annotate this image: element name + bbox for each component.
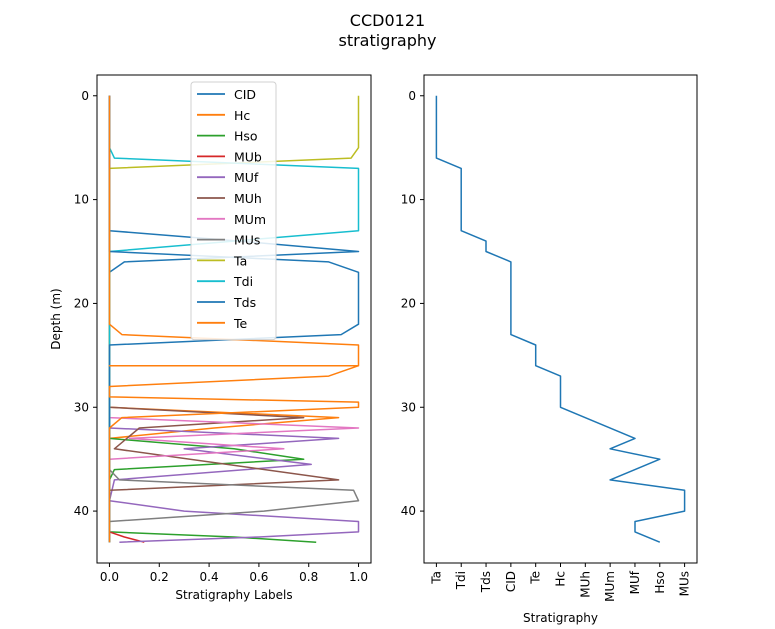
y-axis-label: Depth (m) — [49, 288, 63, 349]
plot-frame — [96, 74, 372, 564]
series-line-mus — [108, 95, 360, 543]
x-axis-label: Stratigraphy — [523, 611, 598, 625]
x-tick-label: Ta — [429, 571, 443, 585]
y-tick-label: 30 — [74, 400, 89, 414]
x-tick-label: 0.4 — [200, 570, 219, 584]
y-tick-label: 10 — [401, 193, 416, 207]
legend-label-muf: MUf — [234, 170, 259, 185]
x-tick-label: MUs — [678, 571, 692, 596]
x-tick-label: 0.6 — [249, 570, 268, 584]
x-tick-label: 0.0 — [100, 570, 119, 584]
series-line-hso — [108, 95, 317, 543]
x-tick-label: Hc — [554, 571, 568, 587]
plot-frame — [423, 74, 698, 564]
figure-title-line1: CCD0121 — [349, 11, 426, 30]
legend-label-hc: Hc — [234, 108, 250, 123]
left-plot: 0 10 20 30 40 Depth (m) 0.0 0.2 0.4 0.6 0.8 1.0 Stra… — [49, 74, 372, 602]
y-tick-label: 40 — [74, 504, 89, 518]
legend-box — [190, 81, 277, 341]
legend-label-hso: Hso — [234, 129, 258, 144]
x-tick-label: Hso — [653, 571, 667, 594]
x-tick-label: MUh — [578, 571, 592, 598]
y-tick-label: 40 — [401, 504, 416, 518]
legend-label-muh: MUh — [234, 191, 262, 206]
x-tick-label: Tds — [479, 571, 493, 593]
x-tick-label: Tdi — [454, 571, 468, 590]
x-tick-label: 0.8 — [299, 570, 318, 584]
y-tick-label: 20 — [74, 296, 89, 310]
legend-label-te: Te — [233, 316, 248, 331]
y-tick-label: 30 — [401, 400, 416, 414]
legend-label-mum: MUm — [234, 212, 266, 227]
legend-label-tdi: Tdi — [233, 274, 253, 289]
legend-label-mus: MUs — [234, 233, 260, 248]
x-tick-label: 0.2 — [150, 570, 169, 584]
x-axis-label: Stratigraphy Labels — [175, 588, 292, 602]
x-tick-label: CID — [504, 571, 518, 592]
series-line-muh — [108, 95, 340, 543]
x-tick-label: Te — [529, 571, 543, 585]
y-tick-label: 10 — [74, 193, 89, 207]
series-line-1-0 — [435, 95, 686, 543]
legend-label-tds: Tds — [233, 295, 256, 310]
right-plot: 0 10 20 30 40 Ta Tdi Tds CID Te Hc MUh MUm MUf Hso MUs S… — [401, 74, 698, 625]
series-line-tds — [108, 95, 360, 543]
legend-label-mub: MUb — [234, 149, 262, 164]
x-tick-label: MUm — [603, 571, 617, 602]
legend-label-ta: Ta — [233, 253, 247, 268]
y-tick-label: 0 — [81, 89, 89, 103]
x-tick-label: 1.0 — [349, 570, 368, 584]
legend-label-cid: CID — [234, 87, 256, 102]
y-tick-label: 0 — [408, 89, 416, 103]
figure-title-line2: stratigraphy — [338, 31, 437, 50]
x-tick-label: MUf — [628, 570, 642, 594]
y-tick-label: 20 — [401, 296, 416, 310]
